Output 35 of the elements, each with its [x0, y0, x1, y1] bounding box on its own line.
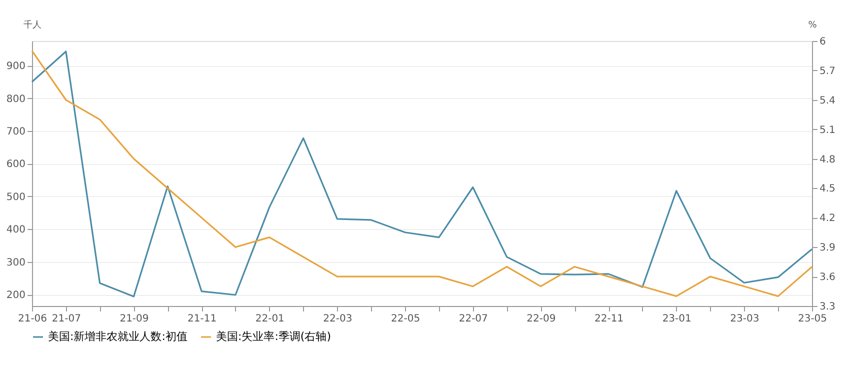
legend-label: 美国:新增非农就业人数:初值: [48, 330, 188, 343]
x-tick-label: 22-03: [323, 314, 352, 324]
y2-tick-label: 3.3: [820, 302, 836, 312]
y2-tick-label: 4.2: [820, 213, 836, 224]
x-tick-label: 22-09: [526, 314, 556, 324]
y2-axis-title: %: [808, 20, 818, 30]
x-tick-label: 21-06: [18, 314, 48, 324]
y-axis-title: 千人: [24, 20, 42, 30]
y2-tick-label: 5.4: [820, 95, 836, 106]
y2-tick-label: 5.1: [820, 124, 836, 136]
y-tick-label: 200: [6, 290, 26, 302]
y-tick-label: 600: [6, 159, 26, 170]
y2-tick-label: 4.5: [820, 184, 836, 195]
x-tick-label: 21-07: [52, 314, 81, 324]
x-tick-label: 22-05: [391, 314, 420, 324]
x-tick-label: 22-01: [255, 314, 284, 324]
x-tick-label: 21-09: [120, 314, 149, 324]
y2-tick-label: 4.8: [820, 154, 836, 166]
y-tick-label: 900: [6, 61, 26, 72]
x-tick-label: 23-05: [798, 314, 828, 324]
x-tick-label: 23-03: [730, 314, 760, 324]
y-tick-label: 800: [6, 94, 26, 105]
y-tick-label: 500: [6, 192, 26, 203]
x-tick-label: 21-11: [188, 314, 217, 324]
x-tick-label: 22-07: [458, 314, 488, 324]
y-tick-label: 700: [6, 126, 26, 138]
y2-tick-label: 6: [820, 36, 826, 48]
legend-label: 美国:失业率:季调(右轴): [216, 330, 331, 343]
x-tick-label: 23-01: [662, 314, 692, 324]
x-tick-label: 22-11: [594, 314, 624, 324]
y2-tick-label: 5.7: [820, 66, 836, 77]
y2-tick-label: 3.9: [820, 242, 836, 254]
y-tick-label: 400: [6, 224, 26, 236]
y2-tick-label: 3.6: [820, 272, 836, 284]
y-tick-label: 300: [6, 257, 26, 268]
